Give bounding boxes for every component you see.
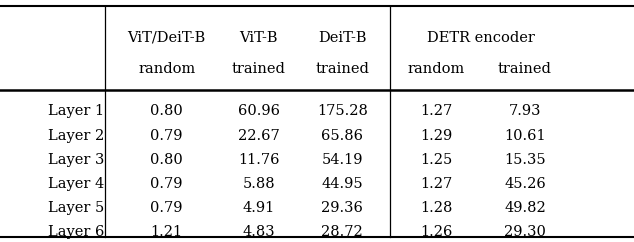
Text: 29.30: 29.30 bbox=[504, 225, 546, 239]
Text: Layer 4: Layer 4 bbox=[48, 177, 104, 191]
Text: 0.79: 0.79 bbox=[150, 201, 183, 215]
Text: Layer 6: Layer 6 bbox=[48, 225, 104, 239]
Text: 4.83: 4.83 bbox=[242, 225, 275, 239]
Text: 65.86: 65.86 bbox=[321, 129, 363, 143]
Text: 4.91: 4.91 bbox=[243, 201, 275, 215]
Text: Layer 1: Layer 1 bbox=[48, 104, 104, 118]
Text: ViT/DeiT-B: ViT/DeiT-B bbox=[127, 30, 206, 45]
Text: 0.79: 0.79 bbox=[150, 129, 183, 143]
Text: 5.88: 5.88 bbox=[242, 177, 275, 191]
Text: 60.96: 60.96 bbox=[238, 104, 280, 118]
Text: random: random bbox=[408, 62, 465, 76]
Text: random: random bbox=[138, 62, 195, 76]
Text: Layer 2: Layer 2 bbox=[48, 129, 104, 143]
Text: 0.80: 0.80 bbox=[150, 104, 183, 118]
Text: 22.67: 22.67 bbox=[238, 129, 280, 143]
Text: 29.36: 29.36 bbox=[321, 201, 363, 215]
Text: 49.82: 49.82 bbox=[504, 201, 546, 215]
Text: 44.95: 44.95 bbox=[321, 177, 363, 191]
Text: 1.28: 1.28 bbox=[420, 201, 453, 215]
Text: DETR encoder: DETR encoder bbox=[427, 30, 534, 45]
Text: 1.29: 1.29 bbox=[420, 129, 452, 143]
Text: trained: trained bbox=[316, 62, 369, 76]
Text: 45.26: 45.26 bbox=[504, 177, 546, 191]
Text: 7.93: 7.93 bbox=[508, 104, 541, 118]
Text: ViT-B: ViT-B bbox=[240, 30, 278, 45]
Text: 0.79: 0.79 bbox=[150, 177, 183, 191]
Text: 28.72: 28.72 bbox=[321, 225, 363, 239]
Text: 0.80: 0.80 bbox=[150, 153, 183, 167]
Text: trained: trained bbox=[498, 62, 552, 76]
Text: 175.28: 175.28 bbox=[317, 104, 368, 118]
Text: 1.25: 1.25 bbox=[420, 153, 452, 167]
Text: 10.61: 10.61 bbox=[504, 129, 546, 143]
Text: trained: trained bbox=[232, 62, 285, 76]
Text: DeiT-B: DeiT-B bbox=[318, 30, 366, 45]
Text: 1.21: 1.21 bbox=[151, 225, 183, 239]
Text: Layer 5: Layer 5 bbox=[48, 201, 104, 215]
Text: 15.35: 15.35 bbox=[504, 153, 546, 167]
Text: 54.19: 54.19 bbox=[321, 153, 363, 167]
Text: 1.26: 1.26 bbox=[420, 225, 453, 239]
Text: Layer 3: Layer 3 bbox=[48, 153, 104, 167]
Text: 1.27: 1.27 bbox=[420, 177, 452, 191]
Text: 1.27: 1.27 bbox=[420, 104, 452, 118]
Text: 11.76: 11.76 bbox=[238, 153, 280, 167]
